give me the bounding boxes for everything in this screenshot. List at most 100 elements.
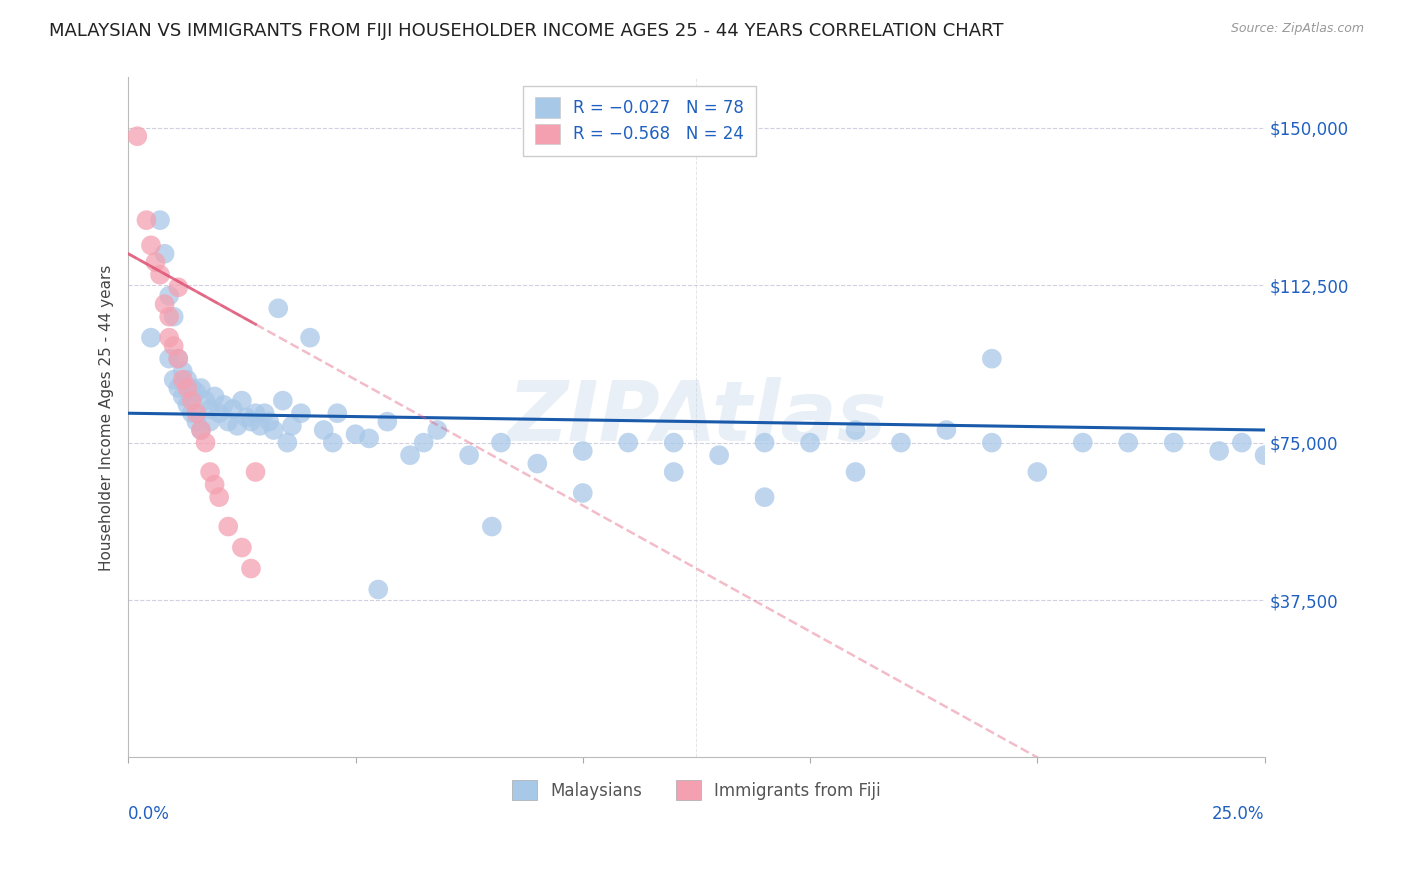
Point xyxy=(276,435,298,450)
Point xyxy=(290,406,312,420)
Point xyxy=(844,465,866,479)
Point xyxy=(271,393,294,408)
Point xyxy=(426,423,449,437)
Point xyxy=(1163,435,1185,450)
Point xyxy=(412,435,434,450)
Point xyxy=(367,582,389,597)
Point xyxy=(235,410,257,425)
Point xyxy=(890,435,912,450)
Point xyxy=(157,289,180,303)
Point xyxy=(1116,435,1139,450)
Point xyxy=(180,406,202,420)
Point xyxy=(326,406,349,420)
Point xyxy=(1253,448,1275,462)
Point xyxy=(222,402,245,417)
Text: 25.0%: 25.0% xyxy=(1212,805,1264,823)
Legend: Malaysians, Immigrants from Fiji: Malaysians, Immigrants from Fiji xyxy=(502,770,890,810)
Point xyxy=(571,444,593,458)
Point xyxy=(799,435,821,450)
Point xyxy=(281,418,304,433)
Point xyxy=(935,423,957,437)
Point xyxy=(180,393,202,408)
Point xyxy=(190,423,212,437)
Point xyxy=(980,351,1002,366)
Point xyxy=(135,213,157,227)
Point xyxy=(662,435,685,450)
Point xyxy=(163,339,186,353)
Point xyxy=(186,406,208,420)
Point xyxy=(145,255,167,269)
Point xyxy=(149,213,172,227)
Point xyxy=(176,373,198,387)
Point xyxy=(186,385,208,400)
Point xyxy=(157,351,180,366)
Point xyxy=(172,389,194,403)
Point xyxy=(190,381,212,395)
Point xyxy=(217,415,239,429)
Point xyxy=(194,435,217,450)
Point xyxy=(844,423,866,437)
Text: MALAYSIAN VS IMMIGRANTS FROM FIJI HOUSEHOLDER INCOME AGES 25 - 44 YEARS CORRELAT: MALAYSIAN VS IMMIGRANTS FROM FIJI HOUSEH… xyxy=(49,22,1004,40)
Point xyxy=(1208,444,1230,458)
Point xyxy=(662,465,685,479)
Point xyxy=(754,490,776,504)
Point xyxy=(172,373,194,387)
Point xyxy=(190,423,212,437)
Point xyxy=(204,477,226,491)
Point xyxy=(375,415,398,429)
Point xyxy=(149,268,172,282)
Point xyxy=(217,519,239,533)
Point xyxy=(226,418,249,433)
Point xyxy=(139,238,162,252)
Point xyxy=(617,435,640,450)
Point xyxy=(240,561,263,575)
Point xyxy=(481,519,503,533)
Point xyxy=(571,486,593,500)
Point xyxy=(163,310,186,324)
Point xyxy=(180,381,202,395)
Point xyxy=(1071,435,1094,450)
Point xyxy=(194,393,217,408)
Point xyxy=(526,457,548,471)
Point xyxy=(312,423,335,437)
Point xyxy=(1230,435,1253,450)
Point xyxy=(153,246,176,260)
Point xyxy=(172,364,194,378)
Point xyxy=(212,398,235,412)
Point xyxy=(257,415,280,429)
Point xyxy=(176,398,198,412)
Point xyxy=(139,331,162,345)
Point xyxy=(754,435,776,450)
Text: 0.0%: 0.0% xyxy=(128,805,170,823)
Point xyxy=(167,351,190,366)
Point xyxy=(186,415,208,429)
Point xyxy=(153,297,176,311)
Point xyxy=(157,331,180,345)
Point xyxy=(127,129,149,144)
Point xyxy=(163,373,186,387)
Point xyxy=(231,393,253,408)
Point xyxy=(208,490,231,504)
Point xyxy=(359,431,381,445)
Point xyxy=(263,423,285,437)
Point xyxy=(489,435,512,450)
Point xyxy=(980,435,1002,450)
Point xyxy=(1026,465,1049,479)
Point xyxy=(167,381,190,395)
Point xyxy=(231,541,253,555)
Point xyxy=(344,427,367,442)
Y-axis label: Householder Income Ages 25 - 44 years: Householder Income Ages 25 - 44 years xyxy=(100,264,114,571)
Point xyxy=(240,415,263,429)
Point xyxy=(299,331,322,345)
Point xyxy=(208,406,231,420)
Point xyxy=(253,406,276,420)
Point xyxy=(204,389,226,403)
Point xyxy=(167,351,190,366)
Point xyxy=(322,435,344,450)
Point xyxy=(157,310,180,324)
Point xyxy=(198,465,221,479)
Point xyxy=(399,448,422,462)
Point xyxy=(249,418,271,433)
Point xyxy=(267,301,290,316)
Point xyxy=(167,280,190,294)
